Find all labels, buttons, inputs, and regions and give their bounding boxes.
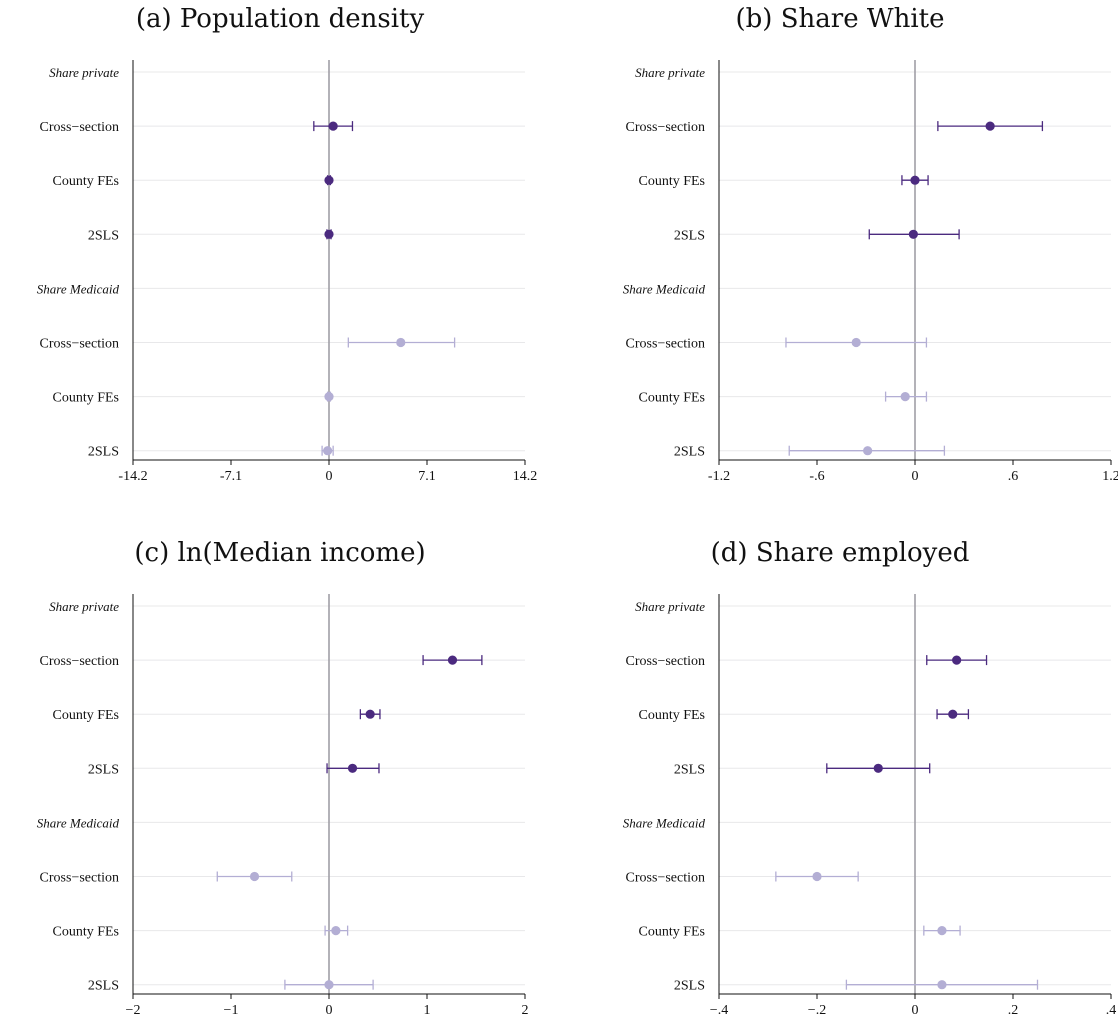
panel-c-row-label-6: County FEs (52, 925, 119, 940)
panel-a-point-s1-1 (324, 392, 334, 402)
panel-c-x-tick-label-0: −2 (126, 1003, 141, 1018)
panel-a-x-tick-label-2: 0 (326, 469, 333, 484)
panel-a-group-label-4: Share Medicaid (37, 281, 120, 296)
panel-c-title: (c) ln(Median income) (134, 538, 426, 568)
panel-a-row-label-2: County FEs (52, 174, 119, 189)
panel-c-point-s0-1 (365, 709, 375, 719)
panel-b-x-tick-label-4: 1.2 (1102, 469, 1118, 484)
panel-a-row-label-6: County FEs (52, 391, 119, 406)
panel-d-point-s0-2 (873, 763, 883, 773)
panel-b-row-label-3: 2SLS (674, 228, 705, 243)
panel-b-row-label-7: 2SLS (674, 445, 705, 460)
panel-c-point-s1-0 (249, 871, 260, 882)
panel-d-group-label-4: Share Medicaid (623, 815, 706, 830)
panel-b-title: (b) Share White (735, 4, 945, 34)
panel-c-x-tick-label-4: 2 (522, 1003, 529, 1018)
panel-b-point-s0-2 (908, 229, 918, 239)
panel-a-point-s0-2 (324, 229, 334, 239)
panel-b-row-label-6: County FEs (638, 391, 705, 406)
panel-b-point-s1-0 (851, 337, 861, 348)
panel-d-row-label-3: 2SLS (674, 762, 705, 777)
panel-a-x-tick-label-3: 7.1 (418, 469, 436, 484)
panel-c-group-label-0: Share private (49, 599, 119, 614)
panel-b-x-tick-label-1: -.6 (809, 469, 824, 484)
panel-d-x-tick-label-1: −.2 (808, 1003, 826, 1018)
panel-d-x-tick-label-2: 0 (912, 1003, 919, 1018)
panel-c-x-tick-label-2: 0 (326, 1003, 333, 1018)
panel-d-point-s0-0 (952, 655, 962, 665)
panel-c-point-s1-1 (331, 926, 341, 936)
panel-d-x-tick-label-3: .2 (1008, 1003, 1019, 1018)
panel-d-title: (d) Share employed (710, 538, 970, 568)
panel-d-row-label-7: 2SLS (674, 979, 705, 994)
panel-c-x-tick-label-1: −1 (224, 1003, 239, 1018)
panel-a-row-label-1: Cross−section (40, 120, 119, 135)
panel-d-row-label-1: Cross−section (626, 654, 705, 669)
panel-b-row-label-2: County FEs (638, 174, 705, 189)
panel-b-group-label-4: Share Medicaid (623, 281, 706, 296)
panel-a-point-s0-0 (328, 121, 338, 131)
panel-a-row-label-7: 2SLS (88, 445, 119, 460)
panel-a-row-label-3: 2SLS (88, 228, 119, 243)
panel-a-title: (a) Population density (135, 4, 425, 34)
panel-c-row-label-5: Cross−section (40, 871, 119, 886)
panel-d-group-label-0: Share private (635, 599, 705, 614)
panel-d-x-tick-label-0: −.4 (710, 1003, 728, 1018)
panel-a-point-s1-2 (323, 446, 333, 456)
panel-a-x-tick-label-0: -14.2 (118, 469, 147, 484)
panel-c-row-label-1: Cross−section (40, 654, 119, 669)
panel-b-x-tick-label-3: .6 (1008, 469, 1019, 484)
panel-c-row-label-2: County FEs (52, 708, 119, 723)
panel-a-x-tick-label-4: 14.2 (513, 469, 538, 484)
panel-d-point-s0-1 (948, 709, 958, 719)
panel-a-row-label-5: Cross−section (40, 337, 119, 352)
panel-d-point-s1-0 (812, 871, 822, 882)
panel-c-point-s0-0 (447, 655, 458, 665)
panel-b-row-label-1: Cross−section (626, 120, 705, 135)
panel-c-row-label-3: 2SLS (88, 762, 119, 777)
panel-c-point-s1-2 (324, 980, 334, 990)
panel-b-x-tick-label-2: 0 (912, 469, 919, 484)
panel-b-point-s1-2 (863, 446, 873, 456)
panel-b-point-s0-0 (985, 121, 995, 131)
panel-d-row-label-5: Cross−section (626, 871, 705, 886)
panel-d-point-s1-1 (937, 926, 947, 936)
panel-c-point-s0-2 (347, 763, 358, 773)
panel-d-point-s1-2 (937, 980, 947, 990)
panel-d-x-tick-label-4: .4 (1106, 1003, 1117, 1018)
panel-a-group-label-0: Share private (49, 65, 119, 80)
panel-a-point-s0-1 (324, 175, 334, 185)
panel-d-row-label-2: County FEs (638, 708, 705, 723)
panel-c-group-label-4: Share Medicaid (37, 815, 120, 830)
panel-d-row-label-6: County FEs (638, 925, 705, 940)
panel-c-row-label-7: 2SLS (88, 979, 119, 994)
panel-b-x-tick-label-0: -1.2 (708, 469, 730, 484)
panel-b-row-label-5: Cross−section (626, 337, 705, 352)
panel-c-x-tick-label-3: 1 (424, 1003, 431, 1018)
panel-b-group-label-0: Share private (635, 65, 705, 80)
panel-b-point-s1-1 (900, 392, 910, 402)
panel-a-x-tick-label-1: -7.1 (220, 469, 242, 484)
panel-a-point-s1-0 (396, 337, 406, 348)
panel-b-point-s0-1 (910, 175, 920, 185)
